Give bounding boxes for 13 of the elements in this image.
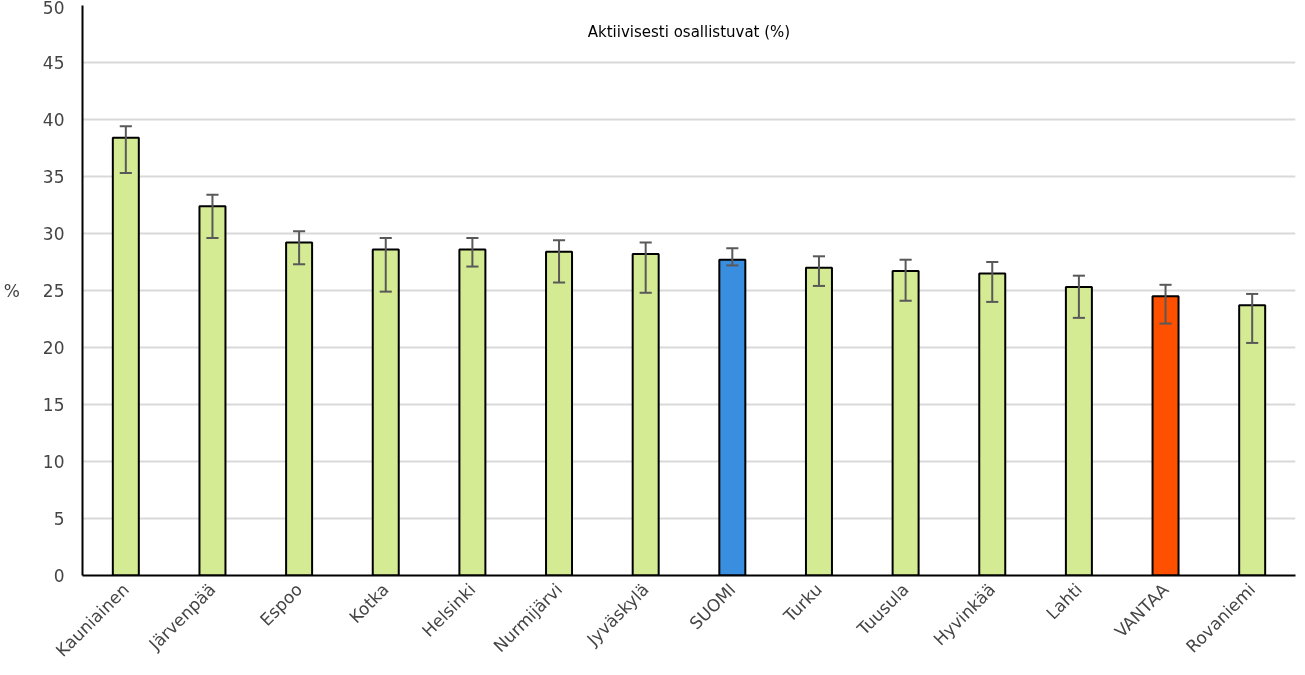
text: Aktiivisesti osallistuvat (%): [587, 22, 791, 41]
y-tick-label: 20: [42, 338, 65, 358]
y-tick-label: 30: [42, 224, 65, 244]
y-tick-label: 15: [42, 395, 65, 415]
y-axis-title: %: [3, 280, 20, 301]
y-tick-label: 40: [42, 110, 65, 130]
y-tick-label: 45: [42, 53, 65, 73]
y-tick-label: 25: [42, 281, 65, 301]
y-tick-label: 5: [53, 509, 65, 529]
y-tick-label: 10: [42, 452, 65, 472]
y-tick-label: 35: [42, 167, 65, 187]
y-tick-label: 50: [42, 0, 65, 18]
y-tick-label: 0: [53, 566, 65, 586]
